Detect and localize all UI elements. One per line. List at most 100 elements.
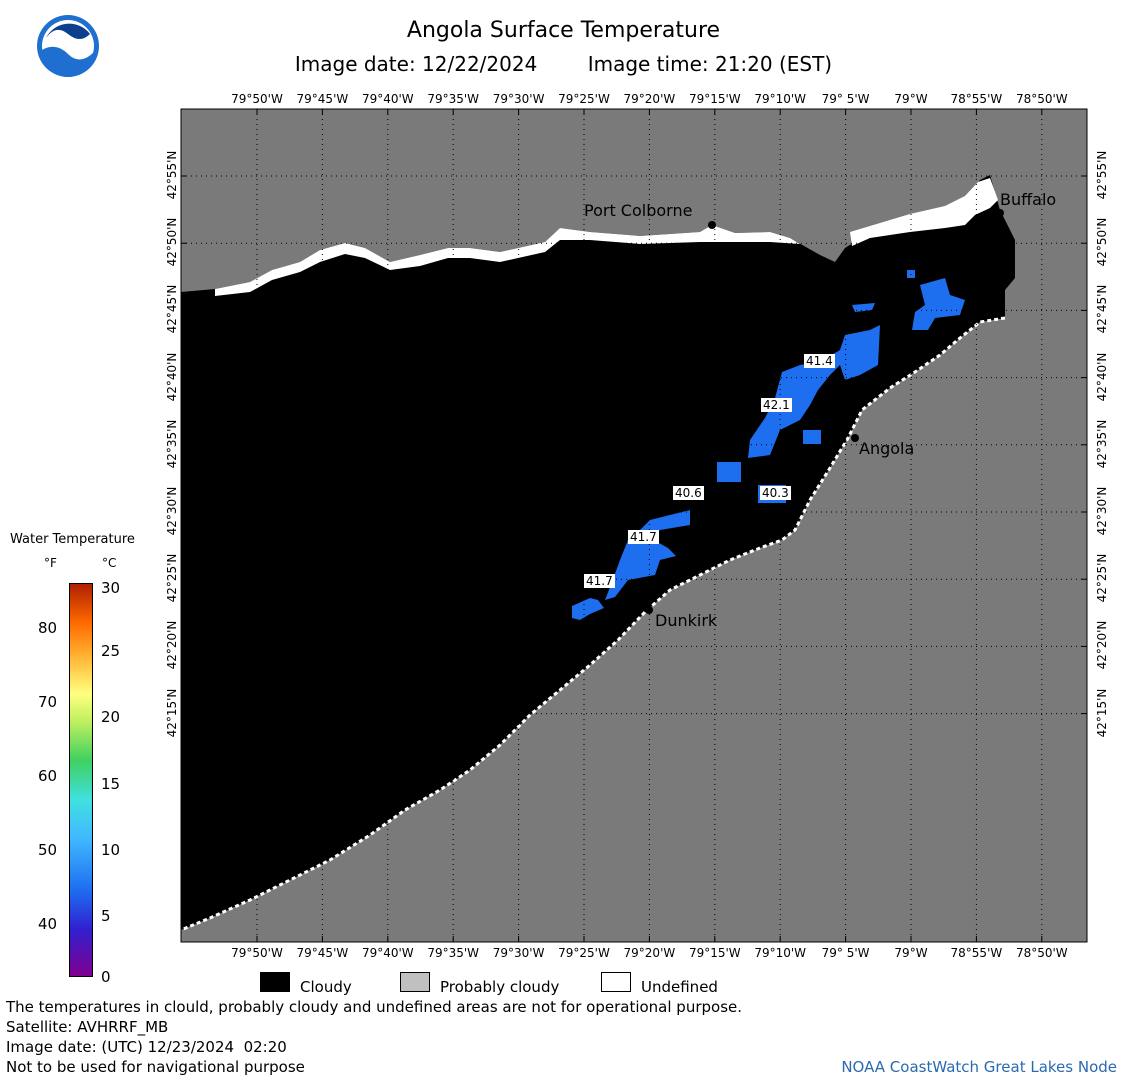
longitude-label: 79°30'W [492, 92, 545, 106]
longitude-label: 79°20'W [623, 92, 676, 106]
legend-color-bar [69, 583, 93, 977]
latitude-label: 42°35'N [165, 419, 179, 469]
city-label-buffalo: Buffalo [1000, 190, 1057, 209]
latitude-label: 42°45'N [1095, 284, 1109, 334]
longitude-label: 78°50'W [1015, 946, 1068, 960]
legend-f-tick: 50 [38, 841, 58, 859]
image-datetime: Image date: 12/22/2024 Image time: 21:20… [0, 52, 1127, 76]
legend-unit-f: °F [44, 556, 57, 570]
city-label-dunkirk: Dunkirk [655, 611, 718, 630]
longitude-label: 79°20'W [623, 946, 676, 960]
legend-unit-c: °C [102, 556, 117, 570]
footer-satellite: Satellite: AVHRRF_MB [6, 1018, 169, 1036]
latitude-label: 42°45'N [165, 284, 179, 334]
latitude-label: 42°25'N [165, 553, 179, 603]
legend-f-tick: 70 [38, 693, 58, 711]
longitude-label: 79°W [894, 92, 928, 106]
city-marker-angola [851, 434, 859, 442]
image-time: Image time: 21:20 (EST) [587, 52, 833, 76]
legend-title: Water Temperature [10, 532, 135, 547]
legend-c-tick: 5 [101, 907, 111, 925]
longitude-label: 79° 5'W [821, 92, 870, 106]
water-patch [717, 462, 741, 482]
undefined-strip-east [850, 178, 998, 246]
temperature-label: 41.7 [584, 574, 615, 588]
city-marker-port-colborne [708, 221, 716, 229]
key-probably-cloudy-swatch [400, 972, 430, 992]
longitude-label: 79° 5'W [821, 946, 870, 960]
latitude-label: 42°15'N [1095, 688, 1109, 738]
graticule [181, 109, 1087, 942]
latitude-label: 42°55'N [1095, 150, 1109, 200]
undefined-strip [215, 225, 800, 296]
latitude-label: 42°50'N [1095, 217, 1109, 267]
footer-disclaimer: The temperatures in clould, probably clo… [6, 998, 743, 1016]
map-title: Angola Surface Temperature [406, 18, 721, 43]
longitude-label: 79°10'W [754, 92, 807, 106]
key-cloudy-swatch [260, 972, 290, 992]
water-patch [572, 598, 604, 620]
legend-c-tick: 10 [101, 841, 121, 859]
frame-ticks [181, 109, 1087, 942]
longitude-label: 78°55'W [950, 946, 1003, 960]
longitude-label: 79°45'W [296, 92, 349, 106]
latitude-label: 42°55'N [165, 150, 179, 200]
longitude-label: 78°55'W [950, 92, 1003, 106]
water-patch [748, 325, 880, 458]
longitude-label: 79°40'W [361, 92, 414, 106]
legend-f-tick: 40 [38, 915, 58, 933]
legend-c-tick: 20 [101, 708, 121, 726]
longitude-label: 78°50'W [1015, 92, 1068, 106]
latitude-label: 42°20'N [165, 620, 179, 670]
latitude-label: 42°40'N [165, 352, 179, 402]
key-undefined-label: Undefined [641, 978, 718, 996]
longitude-label: 79°25'W [558, 946, 610, 960]
latitude-label: 42°30'N [165, 486, 179, 536]
longitude-label: 79°50'W [231, 92, 283, 106]
legend-c-tick: 0 [101, 968, 111, 986]
longitude-label: 79°50'W [231, 946, 283, 960]
city-label-angola: Angola [859, 439, 915, 458]
legend-c-tick: 15 [101, 775, 121, 793]
south-shore-undefined [180, 316, 1006, 932]
image-date: Image date: 12/22/2024 [294, 52, 538, 76]
longitude-label: 79°30'W [492, 946, 545, 960]
key-cloudy-label: Cloudy [300, 978, 352, 996]
latitude-label: 42°50'N [165, 217, 179, 267]
water-patch [912, 278, 965, 330]
water-patch [852, 303, 875, 312]
latitude-label: 42°30'N [1095, 486, 1109, 536]
temperature-label: 42.1 [761, 398, 792, 412]
logo-text: NOAA [55, 39, 82, 49]
longitude-label: 79°15'W [688, 92, 741, 106]
latitude-label: 42°25'N [1095, 553, 1109, 603]
temperature-label: 40.3 [760, 486, 791, 500]
water-patch [605, 510, 690, 600]
city-label-port-colborne: Port Colborne [584, 201, 693, 220]
water-patch [803, 430, 821, 444]
temperature-label: 41.4 [804, 354, 835, 368]
noaa-logo-icon: NOAA [37, 15, 99, 78]
key-undefined-swatch [601, 972, 631, 992]
latitude-label: 42°15'N [165, 688, 179, 738]
latitude-label: 42°20'N [1095, 620, 1109, 670]
footer-utc-date: Image date: (UTC) 12/23/2024 02:20 [6, 1038, 287, 1056]
longitude-label: 79°35'W [427, 92, 480, 106]
temperature-label: 40.6 [673, 486, 704, 500]
longitude-label: 79°45'W [296, 946, 349, 960]
longitude-label: 79°40'W [361, 946, 414, 960]
legend-f-tick: 80 [38, 619, 58, 637]
legend-f-tick: 60 [38, 767, 58, 785]
key-probably-cloudy-label: Probably cloudy [440, 978, 560, 996]
footer-nav-warning: Not to be used for navigational purpose [6, 1058, 305, 1076]
longitude-label: 79°25'W [558, 92, 610, 106]
legend-c-tick: 30 [101, 579, 121, 597]
latitude-label: 42°35'N [1095, 419, 1109, 469]
longitude-label: 79°15'W [688, 946, 741, 960]
longitude-label: 79°W [894, 946, 928, 960]
longitude-label: 79°10'W [754, 946, 807, 960]
latitude-label: 42°40'N [1095, 352, 1109, 402]
longitude-label: 79°35'W [427, 946, 480, 960]
temperature-label: 41.7 [628, 530, 659, 544]
legend-c-tick: 25 [101, 642, 121, 660]
